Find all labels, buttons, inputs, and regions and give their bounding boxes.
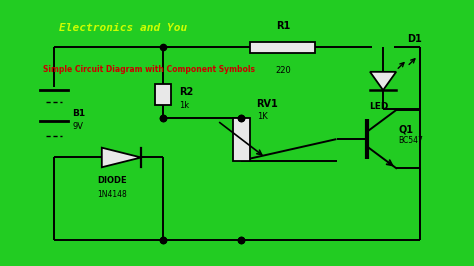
Polygon shape xyxy=(102,148,141,167)
Text: BC547: BC547 xyxy=(398,136,423,145)
Text: 220: 220 xyxy=(275,66,291,75)
Text: R1: R1 xyxy=(276,20,290,31)
Text: 9V: 9V xyxy=(72,122,83,131)
Bar xyxy=(250,41,316,53)
Text: Simple Circuit Diagram with Component Symbols: Simple Circuit Diagram with Component Sy… xyxy=(43,65,255,74)
Text: D1: D1 xyxy=(407,34,422,44)
Text: B1: B1 xyxy=(72,109,85,118)
Text: DIODE: DIODE xyxy=(98,176,127,185)
Text: LED: LED xyxy=(369,102,388,111)
Text: 1K: 1K xyxy=(256,112,267,121)
Text: Q1: Q1 xyxy=(398,125,413,135)
Polygon shape xyxy=(370,72,396,90)
Text: RV1: RV1 xyxy=(256,99,278,109)
Bar xyxy=(233,118,250,160)
Text: Electronics and You: Electronics and You xyxy=(59,23,187,33)
Text: R2: R2 xyxy=(180,87,194,97)
Text: 1N4148: 1N4148 xyxy=(98,190,127,199)
Text: 1k: 1k xyxy=(180,101,190,110)
Bar xyxy=(155,84,171,105)
